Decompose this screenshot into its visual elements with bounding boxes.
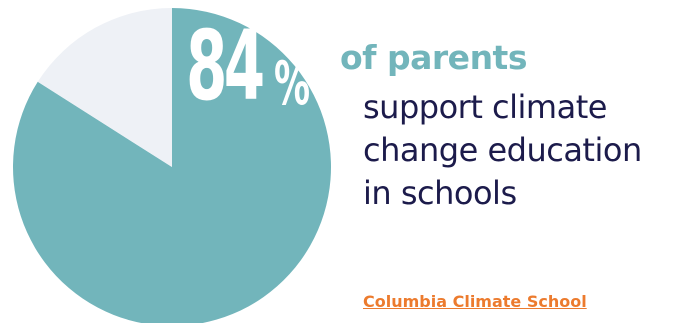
headline-percentage: 84 % (186, 10, 311, 122)
pie-slice-support (13, 8, 331, 323)
headline-body: support climate change education in scho… (363, 86, 697, 215)
headline-line: support climate (363, 88, 607, 126)
pie-slices (13, 7, 331, 323)
headline-line: change education (363, 131, 642, 169)
headline-lead: of parents (340, 38, 527, 77)
headline-number: 84 (186, 10, 265, 122)
source-link[interactable]: Columbia Climate School (363, 292, 587, 311)
percent-sign: % (274, 49, 311, 119)
pie-slice-remainder (37, 7, 172, 167)
headline-line: in schools (363, 174, 517, 212)
